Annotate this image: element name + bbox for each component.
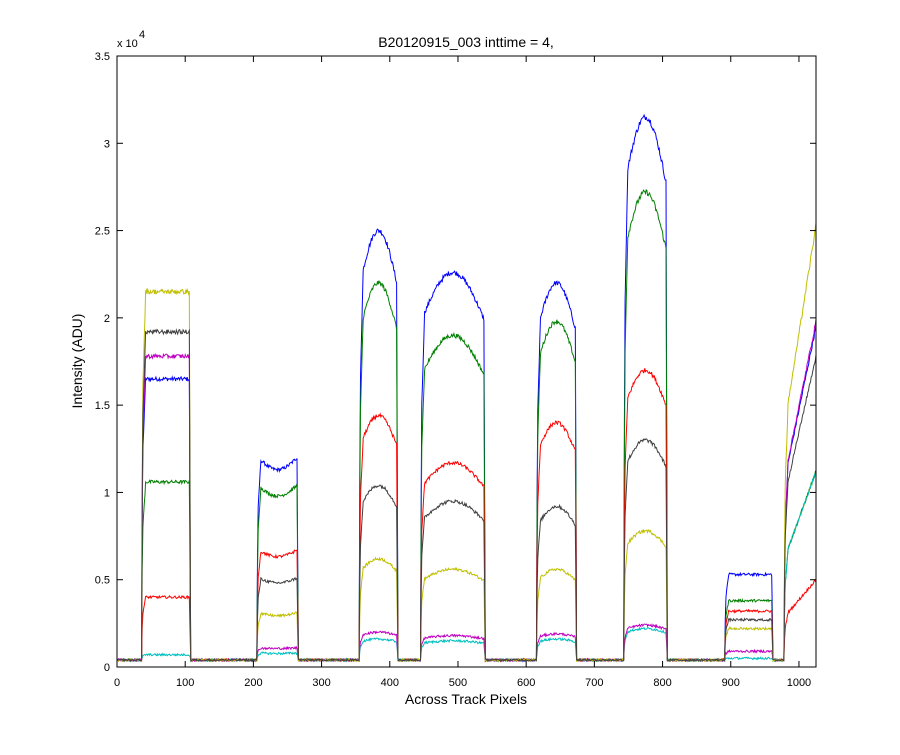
y-tick-label: 3.5 xyxy=(95,51,110,63)
x-axis-label: Across Track Pixels xyxy=(405,691,527,707)
y-tick-label: 1.5 xyxy=(95,400,110,412)
y-axis-ticks: 0 0.5 1 1.5 2 2.5 3 3.5 xyxy=(95,51,816,674)
y-tick-label: 3 xyxy=(104,138,110,150)
x-tick-label: 100 xyxy=(176,677,194,689)
series-line-7 xyxy=(116,328,817,663)
series-line-6 xyxy=(116,222,817,663)
plot-area xyxy=(117,56,816,667)
x-tick-label: 600 xyxy=(517,677,535,689)
y-tick-label: 2 xyxy=(104,313,110,325)
x-axis-ticks: 0 100 200 300 400 500 600 700 800 900 1000 xyxy=(114,56,811,689)
chart-title: B20120915_003 inttime = 4, xyxy=(378,34,554,50)
x-tick-label: 500 xyxy=(449,677,467,689)
y-exponent-power: 4 xyxy=(139,29,145,41)
x-tick-label: 200 xyxy=(244,677,262,689)
x-tick-label: 800 xyxy=(653,677,671,689)
y-tick-label: 0 xyxy=(104,662,110,674)
x-tick-label: 400 xyxy=(381,677,399,689)
plot-frame xyxy=(116,55,817,668)
x-tick-label: 1000 xyxy=(787,677,811,689)
series-layer xyxy=(116,113,817,663)
x-tick-label: 300 xyxy=(312,677,330,689)
y-tick-label: 1 xyxy=(104,487,110,499)
x-tick-label: 700 xyxy=(585,677,603,689)
y-exponent-label: x 10 xyxy=(117,38,138,50)
x-tick-label: 900 xyxy=(722,677,740,689)
x-tick-label: 0 xyxy=(114,677,120,689)
y-tick-label: 2.5 xyxy=(95,226,110,238)
y-axis-label: Intensity (ADU) xyxy=(69,314,85,409)
y-tick-label: 0.5 xyxy=(95,575,110,587)
